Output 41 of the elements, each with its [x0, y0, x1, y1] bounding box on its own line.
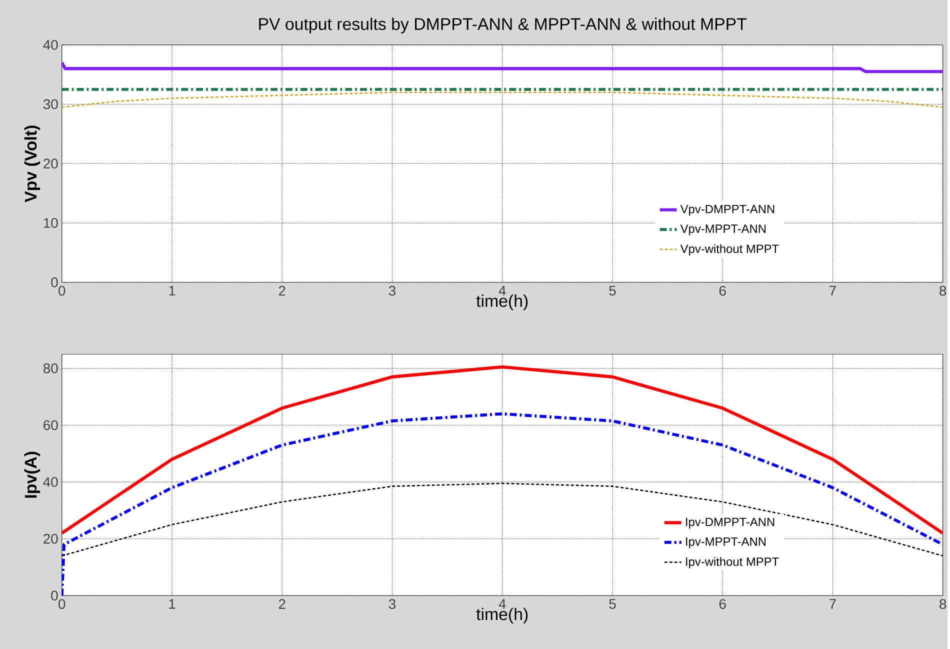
legend-label: Ipv-without MPPT: [686, 556, 779, 568]
y-tick-label: 30: [43, 99, 58, 109]
x-tick-label: 4: [498, 286, 506, 296]
legend-label: Ipv-MPPT-ANN: [686, 537, 766, 548]
line-series: [62, 412, 943, 596]
y-tick-label: 80: [43, 363, 58, 374]
x-tick-label: 6: [719, 286, 726, 296]
x-tick-label: 8: [940, 598, 946, 609]
x-axis-title: time(h): [476, 294, 528, 310]
x-tick-label: 2: [278, 286, 286, 296]
y-tick-label: 40: [43, 476, 58, 487]
x-tick-label: 1: [169, 286, 176, 296]
legend-label: Ipv-DMPPT-ANN: [686, 518, 774, 528]
chart-title: PV output results by DMPPT-ANN & MPPT-ANN & without MPPT: [259, 17, 747, 34]
y-tick-label: 60: [44, 420, 58, 430]
x-tick-label: 5: [609, 598, 616, 609]
y-axis-title: Ipv(A): [24, 452, 40, 498]
x-tick-label: 5: [609, 286, 616, 296]
legend-label: Vpv-DMPPT-ANN: [680, 204, 774, 216]
x-tick-label: 4: [498, 598, 506, 608]
x-tick-label: 3: [388, 286, 396, 296]
legend-label: Vpv-without MPPT: [680, 244, 779, 256]
y-tick-label: 0: [51, 590, 58, 600]
x-tick-label: 0: [58, 286, 66, 296]
x-tick-label: 7: [830, 286, 836, 296]
line-series: [62, 365, 943, 534]
y-tick-label: 20: [44, 158, 58, 168]
x-tick-label: 2: [278, 598, 286, 609]
x-tick-label: 0: [58, 598, 66, 609]
x-axis-title: time(h): [476, 608, 528, 624]
legend-label: Vpv-MPPT-ANN: [680, 224, 766, 236]
x-tick-label: 3: [388, 598, 396, 609]
x-tick-label: 1: [169, 598, 176, 608]
y-axis-title: Vpv (Volt): [24, 125, 40, 202]
y-tick-label: 10: [44, 218, 58, 228]
y-tick-label: 0: [51, 277, 58, 288]
x-tick-label: 8: [940, 286, 946, 296]
x-tick-label: 7: [830, 598, 836, 608]
y-tick-label: 40: [43, 40, 58, 50]
y-tick-label: 20: [44, 534, 58, 544]
x-tick-label: 6: [719, 598, 726, 609]
